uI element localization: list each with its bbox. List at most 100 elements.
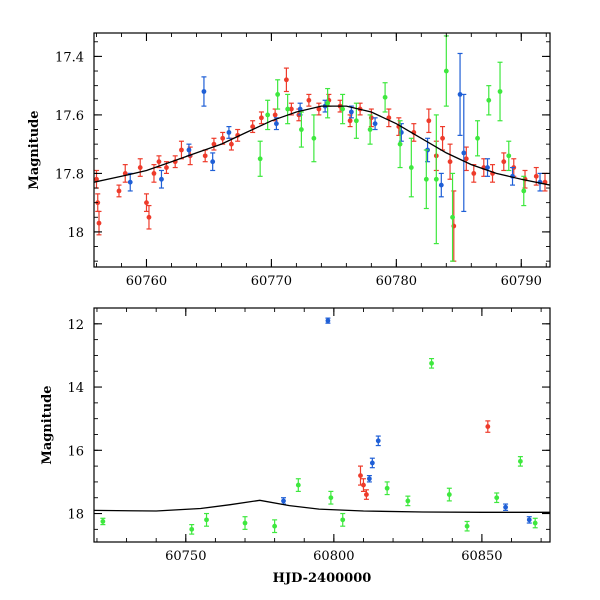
data-point-green bbox=[353, 118, 359, 124]
data-point-red bbox=[202, 153, 208, 159]
zoomed-axes: 60760 60770 60780 60790 17.4 17.6 17.8 18 bbox=[55, 33, 550, 289]
x-tick-label: 60750 bbox=[165, 549, 206, 564]
data-point-green bbox=[397, 141, 403, 147]
data-point-red bbox=[211, 141, 217, 147]
data-point-red bbox=[144, 200, 149, 206]
data-point-green bbox=[311, 135, 317, 141]
zoomed-plot-frame bbox=[93, 32, 551, 268]
x-tick-label: 60760 bbox=[126, 274, 167, 289]
data-point-blue bbox=[372, 121, 378, 127]
full-y-axis-label: Magnitude bbox=[40, 385, 55, 464]
data-point-green bbox=[494, 495, 500, 501]
data-point-red bbox=[463, 156, 469, 162]
data-point-green bbox=[257, 156, 263, 162]
x-tick-label: 60780 bbox=[376, 274, 417, 289]
model-curve bbox=[94, 499, 550, 513]
data-point-green bbox=[423, 176, 429, 182]
data-point-green bbox=[497, 89, 503, 94]
data-point-blue bbox=[127, 179, 133, 185]
data-point-green bbox=[340, 517, 346, 523]
data-point-red bbox=[151, 171, 157, 176]
data-point-blue bbox=[348, 109, 354, 115]
full-x-axis-label: HJD-2400000 bbox=[273, 571, 372, 586]
full-light-curve-panel: 60750 60800 60850 12 14 16 18 Magnitude HJD-24… bbox=[40, 307, 551, 586]
y-tick-label: 17.4 bbox=[55, 50, 84, 65]
data-point-red bbox=[179, 147, 184, 153]
data-point-green bbox=[464, 523, 470, 529]
data-point-green bbox=[433, 176, 439, 182]
data-point-green bbox=[405, 498, 411, 504]
data-point-green bbox=[429, 360, 434, 366]
data-point-red bbox=[96, 220, 102, 226]
data-point-red bbox=[229, 141, 234, 147]
data-point-red bbox=[485, 424, 491, 429]
data-point-red bbox=[94, 176, 99, 182]
data-point-blue bbox=[438, 182, 444, 188]
y-tick-label: 18 bbox=[67, 508, 84, 523]
data-point-green bbox=[298, 127, 304, 132]
data-point-green bbox=[382, 94, 388, 100]
y-tick-label: 17.8 bbox=[55, 167, 84, 182]
data-point-blue bbox=[366, 476, 372, 482]
zoomed-y-axis-label: Magnitude bbox=[27, 110, 42, 189]
data-point-green bbox=[486, 97, 492, 103]
data-point-green bbox=[242, 520, 248, 526]
x-tick-label: 60850 bbox=[461, 549, 502, 564]
data-point-green bbox=[285, 106, 291, 112]
data-point-red bbox=[137, 165, 143, 170]
data-point-blue bbox=[503, 504, 508, 510]
data-point-green bbox=[295, 482, 301, 488]
data-point-green bbox=[367, 127, 373, 132]
full-axes: 60750 60800 60850 12 14 16 18 bbox=[67, 307, 550, 564]
data-point-red bbox=[259, 115, 264, 121]
data-point-red bbox=[283, 77, 289, 83]
data-point-red bbox=[316, 106, 322, 112]
data-point-blue bbox=[461, 150, 467, 156]
data-point-green bbox=[408, 165, 414, 170]
x-tick-label: 60770 bbox=[251, 274, 292, 289]
y-tick-label: 14 bbox=[67, 381, 84, 396]
data-point-blue bbox=[375, 438, 381, 444]
data-point-blue bbox=[485, 165, 490, 170]
data-point-green bbox=[325, 100, 331, 106]
data-point-green bbox=[475, 135, 480, 141]
data-point-red bbox=[220, 135, 226, 141]
data-point-green bbox=[275, 92, 281, 97]
data-point-blue bbox=[325, 318, 331, 324]
data-point-red bbox=[146, 214, 152, 220]
data-point-red bbox=[361, 482, 366, 488]
zoomed-data-points bbox=[94, 35, 550, 262]
x-tick-label: 60790 bbox=[501, 274, 542, 289]
x-tick-label: 60800 bbox=[313, 549, 354, 564]
data-point-green bbox=[100, 519, 106, 524]
data-point-blue bbox=[281, 498, 286, 504]
data-point-green bbox=[272, 523, 278, 529]
data-point-red bbox=[364, 492, 369, 497]
data-point-red bbox=[426, 118, 432, 124]
data-point-blue bbox=[210, 159, 216, 165]
data-point-red bbox=[347, 118, 353, 124]
full-plot-frame bbox=[93, 307, 551, 543]
data-point-red bbox=[306, 97, 312, 103]
data-point-green bbox=[384, 485, 390, 491]
data-point-red bbox=[533, 173, 539, 179]
data-point-green bbox=[506, 153, 512, 159]
data-point-blue bbox=[274, 121, 279, 127]
y-tick-label: 16 bbox=[67, 444, 84, 459]
data-point-red bbox=[164, 165, 169, 170]
y-tick-label: 12 bbox=[67, 318, 84, 333]
data-point-blue bbox=[201, 89, 207, 94]
data-point-green bbox=[265, 112, 271, 118]
data-point-red bbox=[288, 106, 294, 112]
data-point-green bbox=[517, 458, 523, 464]
data-point-red bbox=[471, 171, 477, 176]
data-point-red bbox=[116, 188, 122, 194]
model-curve bbox=[94, 105, 550, 186]
data-point-blue bbox=[457, 92, 463, 97]
data-point-green bbox=[443, 68, 449, 74]
y-tick-label: 18 bbox=[67, 226, 84, 241]
data-point-green bbox=[340, 106, 346, 112]
data-point-green bbox=[521, 188, 527, 194]
data-point-red bbox=[250, 124, 256, 129]
